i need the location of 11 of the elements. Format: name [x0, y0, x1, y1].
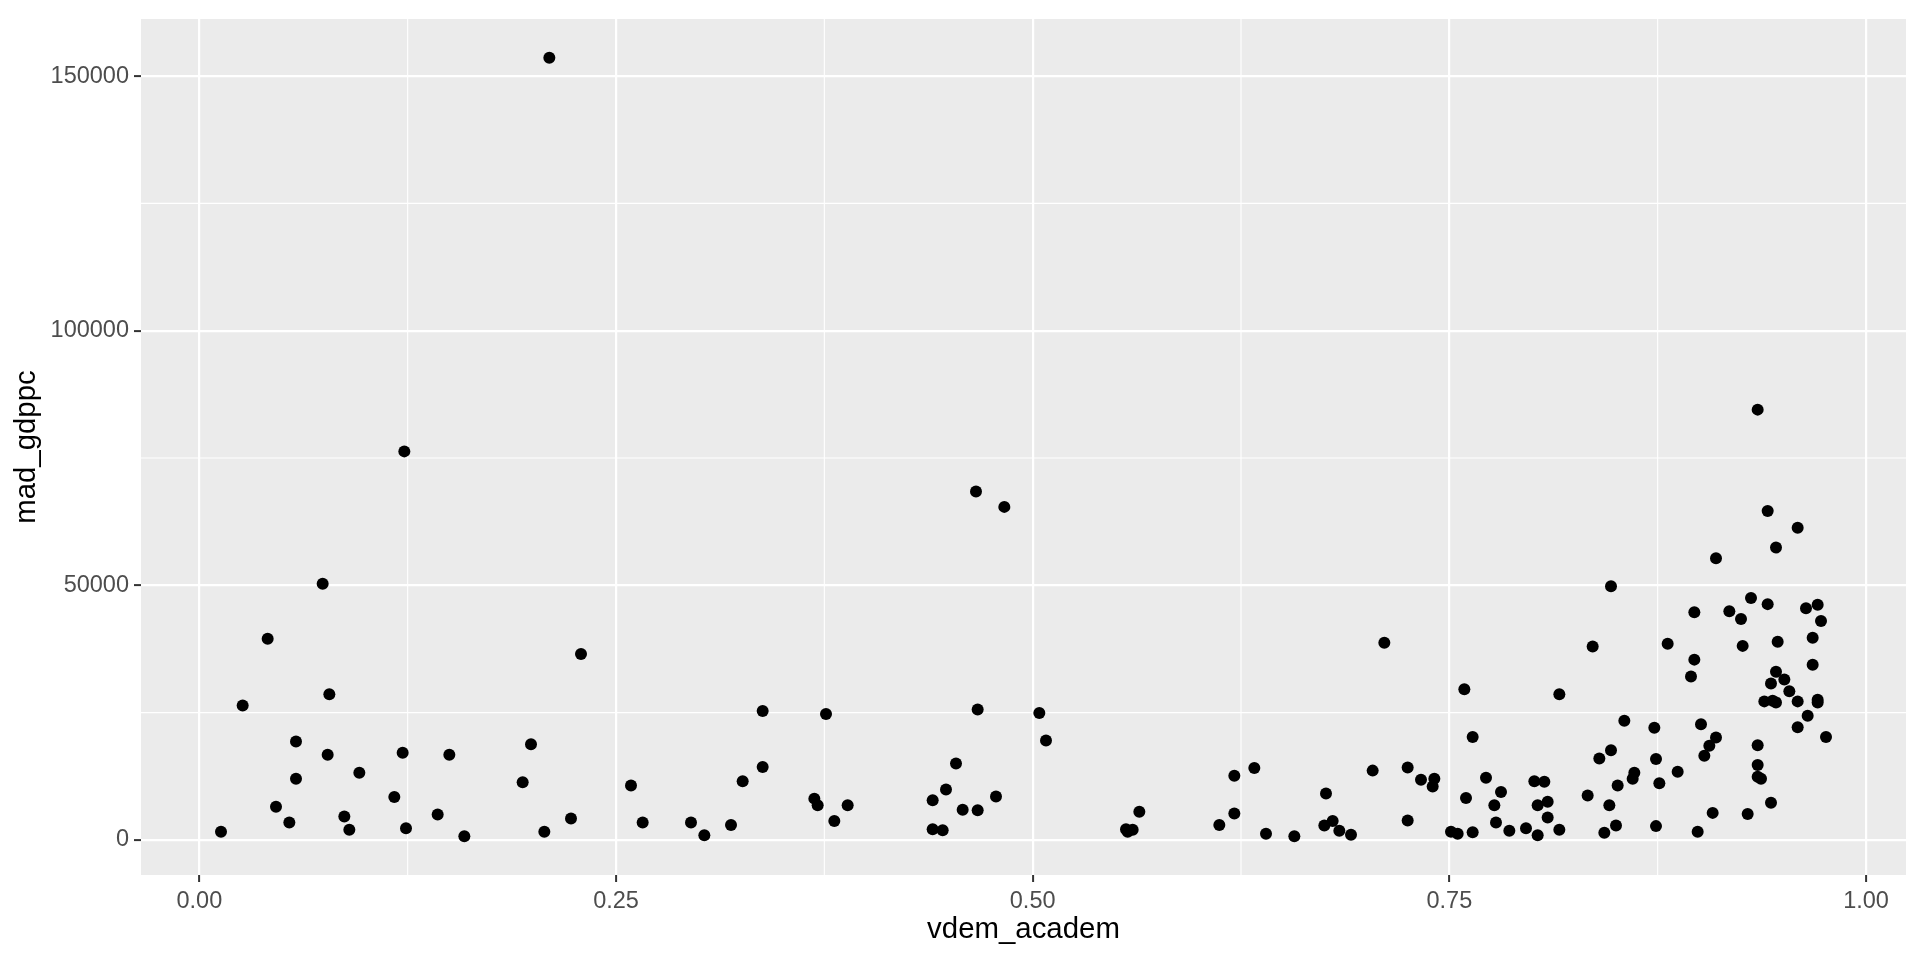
x-tick-label: 1.00	[1843, 886, 1889, 913]
x-tick-label: 0.00	[176, 886, 223, 913]
x-tick-label: 0.75	[1426, 886, 1473, 913]
y-tick-label: 0	[115, 825, 129, 852]
x-axis-title: vdem_academ	[927, 911, 1120, 945]
x-tick-label: 0.25	[593, 886, 639, 913]
y-tick-label: 50000	[63, 570, 129, 597]
y-tick-label: 150000	[50, 61, 129, 88]
y-axis-title: mad_gdppc	[7, 370, 41, 524]
x-tick-label: 0.50	[1009, 886, 1056, 913]
y-tick-label: 100000	[50, 316, 129, 343]
